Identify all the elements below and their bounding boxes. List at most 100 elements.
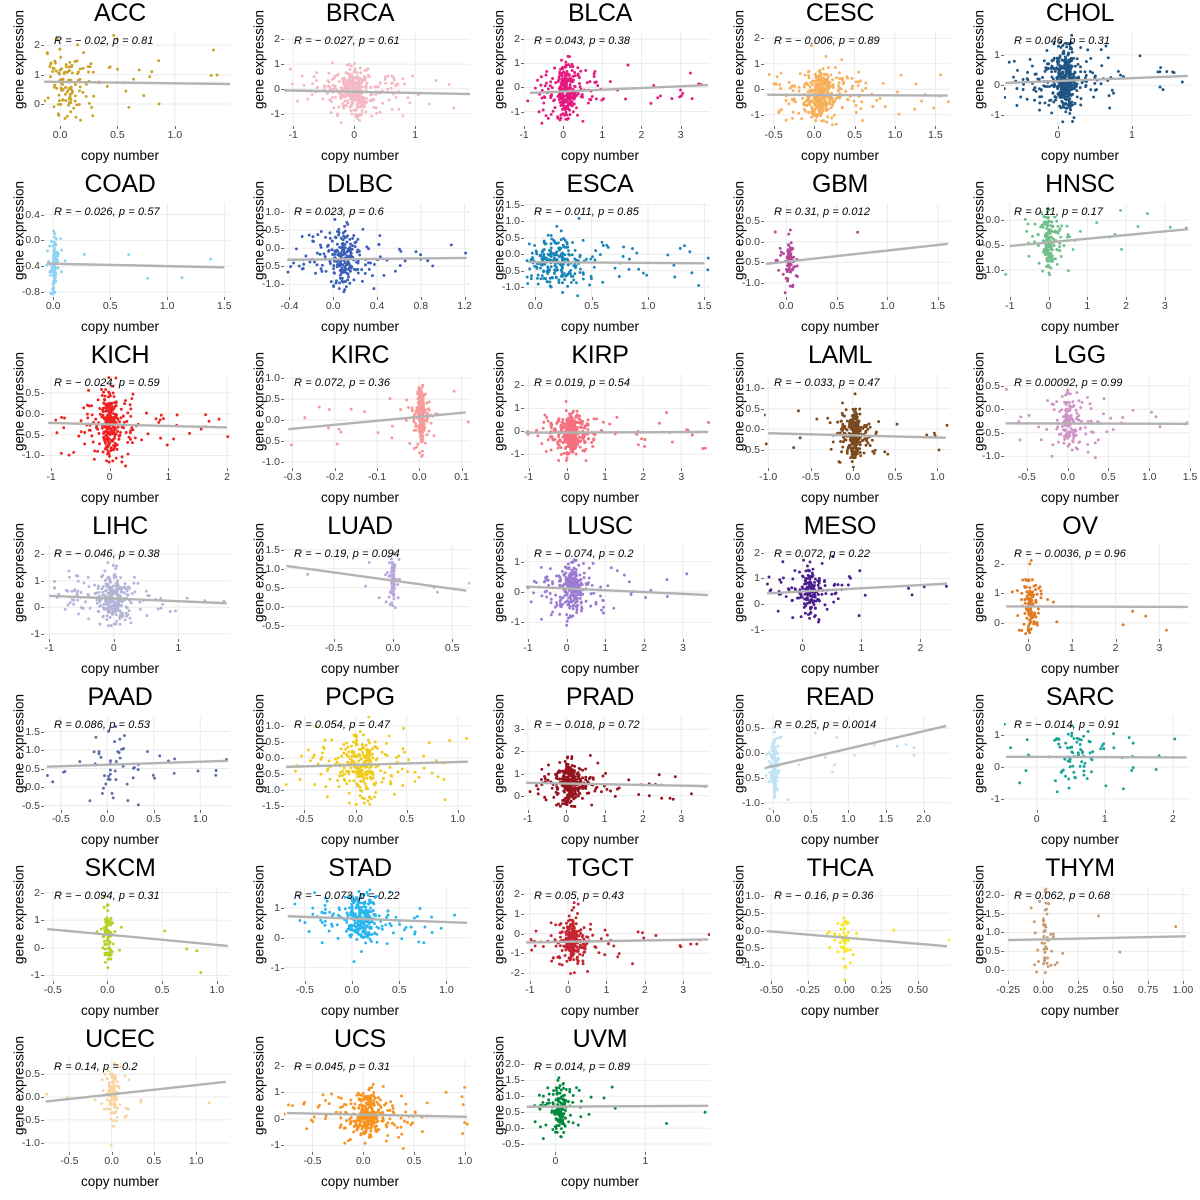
x-axis-label: copy number bbox=[560, 1174, 640, 1189]
x-tick-mark bbox=[566, 468, 568, 471]
y-tick-label: 0.5 bbox=[505, 1106, 520, 1119]
scatter-svg bbox=[1004, 32, 1190, 126]
y-tick-mark bbox=[1001, 409, 1004, 411]
plot-area: R = 0.014, p = 0.89 -0.5 0.0 0.5 1.0 1.5 2.0 0 1 bbox=[502, 1058, 710, 1167]
y-tick-mark bbox=[521, 408, 524, 410]
y-tick-mark bbox=[281, 266, 284, 268]
x-axis-label: copy number bbox=[800, 1003, 880, 1018]
panel-uvm: UVM gene expression copy number R = 0.014, … bbox=[480, 1025, 720, 1197]
y-tick-mark bbox=[1001, 970, 1004, 972]
panel-title: CESC bbox=[805, 0, 875, 27]
x-axis-label: copy number bbox=[80, 1003, 160, 1018]
x-tick-mark bbox=[351, 981, 353, 984]
plot-area: R = 0.023, p = 0.6 -1.0 -0.5 0.0 0.5 1.0 -0.4 0… bbox=[262, 203, 472, 312]
x-tick-mark bbox=[937, 297, 939, 300]
y-tick-mark bbox=[761, 930, 764, 932]
x-tick-mark bbox=[1108, 468, 1110, 471]
y-tick-label: 1.5 bbox=[505, 1074, 520, 1087]
y-axis-label: gene expression bbox=[731, 9, 747, 110]
y-tick-label: 0.0 bbox=[25, 234, 40, 247]
panel-title: MESO bbox=[803, 512, 877, 540]
y-tick-label: -1.0 bbox=[261, 784, 280, 797]
y-tick-mark bbox=[521, 39, 524, 41]
x-tick-label: 0.5 bbox=[110, 129, 125, 141]
panel-title: SARC bbox=[1045, 683, 1115, 711]
correlation-annotation: R = 0.014, p = 0.89 bbox=[534, 1061, 631, 1073]
scatter-svg bbox=[284, 545, 470, 639]
x-tick-label: 1.0 bbox=[209, 984, 225, 996]
x-tick-mark bbox=[1057, 126, 1059, 129]
panel-title: LAML bbox=[807, 341, 873, 369]
plot-canvas bbox=[524, 716, 710, 810]
y-tick-label: 2 bbox=[754, 32, 760, 45]
y-tick-label: 1.0 bbox=[985, 926, 1000, 939]
x-tick-label: 2 bbox=[224, 471, 230, 483]
panel-title: PCPG bbox=[325, 683, 395, 711]
plot-canvas bbox=[284, 716, 470, 810]
panel-title: LGG bbox=[1054, 341, 1106, 369]
y-tick-label: -1 bbox=[750, 623, 760, 636]
plot-area: R = − 0.094, p = 0.31 -1 0 1 2 -0.5 0.0 0.5 1.0 bbox=[31, 887, 230, 996]
y-tick-label: -1.0 bbox=[261, 278, 280, 291]
panel-lusc: LUSC gene expression copy number R = − 0.07… bbox=[480, 512, 720, 684]
x-tick-mark bbox=[529, 981, 531, 984]
x-tick-label: 0.5 bbox=[803, 813, 818, 825]
panel-kich: KICH gene expression copy number R = − 0.02… bbox=[0, 341, 240, 513]
y-tick-label: 3 bbox=[514, 723, 520, 736]
x-tick-label: -0.3 bbox=[283, 471, 302, 483]
y-tick-mark bbox=[41, 607, 44, 609]
x-tick-label: 0.75 bbox=[1137, 984, 1159, 996]
y-axis-label: gene expression bbox=[251, 1035, 267, 1136]
y-tick-mark bbox=[1001, 913, 1004, 915]
y-tick-mark bbox=[41, 633, 44, 635]
y-tick-mark bbox=[281, 378, 284, 380]
y-tick-mark bbox=[41, 1142, 44, 1144]
x-tick-mark bbox=[566, 810, 568, 813]
y-tick-label: 0 bbox=[514, 425, 520, 438]
y-tick-mark bbox=[761, 578, 764, 580]
x-tick-mark bbox=[937, 468, 939, 471]
x-tick-label: 1.5 bbox=[930, 300, 946, 312]
x-tick-label: 1.5 bbox=[878, 813, 894, 825]
y-tick-mark bbox=[521, 795, 524, 797]
x-tick-label: 0 bbox=[351, 129, 358, 141]
trend-line bbox=[287, 915, 468, 925]
x-tick-label: -0.5 bbox=[1017, 471, 1036, 483]
x-tick-mark bbox=[1071, 639, 1073, 642]
y-tick-mark bbox=[521, 913, 524, 915]
data-points bbox=[1004, 722, 1177, 794]
x-tick-mark bbox=[605, 639, 607, 642]
x-tick-mark bbox=[196, 1152, 198, 1155]
y-tick-mark bbox=[281, 741, 284, 743]
y-tick-mark bbox=[761, 629, 764, 631]
x-tick-mark bbox=[528, 468, 530, 471]
plot-canvas bbox=[1004, 545, 1190, 639]
y-tick-mark bbox=[281, 212, 284, 214]
x-tick-mark bbox=[895, 468, 897, 471]
x-axis-label: copy number bbox=[320, 832, 400, 847]
plot-area: R = − 0.011, p = 0.85 -1.0 -0.5 0.0 0.5 1.0 1.… bbox=[502, 199, 712, 312]
y-tick-label: 1 bbox=[34, 574, 40, 587]
x-tick-mark bbox=[227, 468, 229, 471]
x-tick-mark bbox=[464, 1152, 466, 1155]
x-tick-label: 2.0 bbox=[916, 813, 931, 825]
y-tick-label: -1.0 bbox=[21, 449, 40, 462]
x-tick-label: 1 bbox=[603, 984, 610, 996]
y-tick-label: -1 bbox=[990, 792, 1000, 805]
plot-area: R = 0.14, p = 0.2 -1.0 -0.5 0.0 0.5 -0.5 0.0 0.… bbox=[22, 1058, 230, 1167]
x-tick-label: 1 bbox=[602, 471, 608, 483]
x-tick-mark bbox=[1159, 639, 1161, 642]
y-axis-label: gene expression bbox=[11, 180, 27, 281]
trend-line bbox=[766, 930, 948, 948]
x-tick-label: 0 bbox=[1025, 642, 1031, 654]
x-tick-label: 1.0 bbox=[439, 984, 454, 996]
x-tick-label: 0.1 bbox=[454, 471, 469, 483]
y-tick-label: 1.0 bbox=[505, 215, 520, 228]
x-tick-label: 0.0 bbox=[527, 300, 543, 312]
x-tick-label: 0 bbox=[106, 471, 113, 483]
scatter-svg bbox=[284, 887, 470, 981]
y-tick-label: -0.5 bbox=[741, 941, 760, 954]
x-tick-label: 0 bbox=[563, 471, 570, 483]
plot-area: R = 0.072, p = 0.36 -1.0 -0.5 0.0 0.5 1.0 -0.3… bbox=[262, 372, 470, 483]
